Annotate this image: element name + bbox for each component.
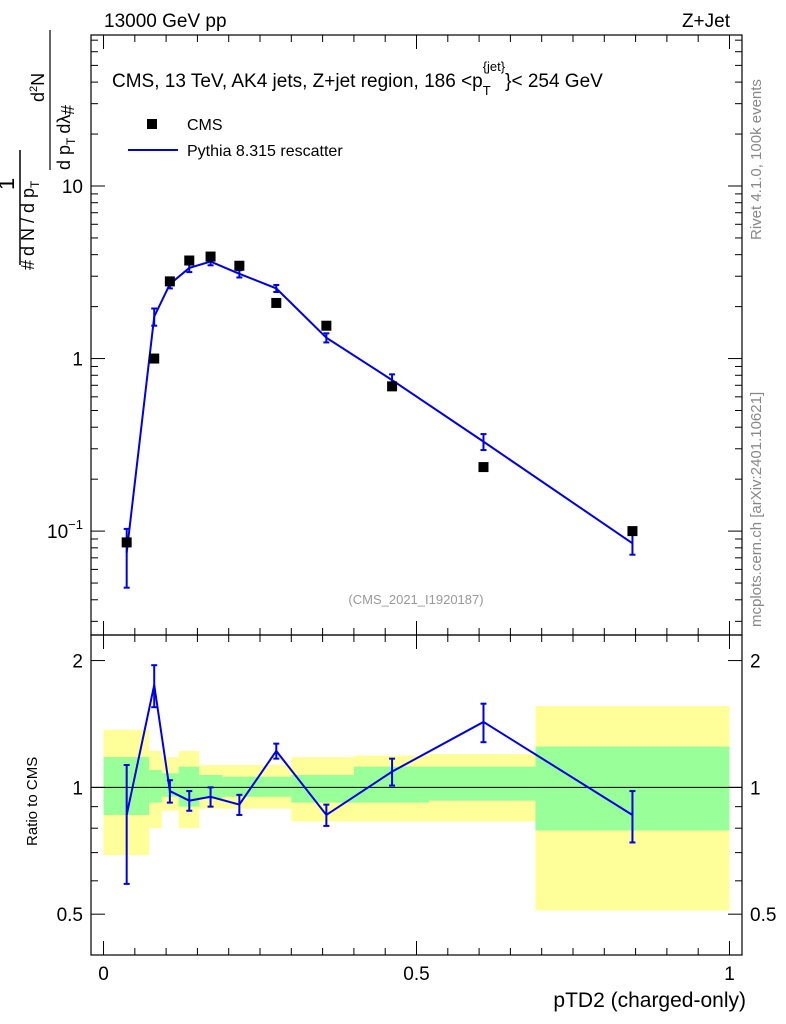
data-point [234,260,245,271]
main-y-tick-label: 10−1 [47,517,83,543]
ratio-y-tick-label-left: 0.5 [57,905,83,926]
main-y-tick-label: 10 [62,177,83,198]
energy-label: 13000 GeV pp [104,11,227,32]
data-point [387,381,398,392]
x-axis: 0 0.5 1 [98,35,735,985]
x-axis-label: pTD2 (charged-only) [553,989,746,1012]
ratio-band-1sigma [222,776,261,797]
x-tick-label: 0.5 [403,964,429,985]
mc-line [125,260,634,553]
data-point [478,462,489,473]
legend-label-mc: Pythia 8.315 rescatter [187,143,343,160]
ratio-y-tick-label-right: 1 [750,778,761,799]
main-y-axis: 10−1 1 10 [47,39,742,622]
title-suffix: }< 254 GeV [505,71,603,92]
ratio-bands [103,706,730,911]
x-tick-label: 1 [724,964,735,985]
legend-marker-data [147,119,157,129]
main-y-label: #d N / d pT [18,180,42,270]
ratio-band-1sigma [429,766,536,801]
title-prefix: CMS, 13 TeV, AK4 jets, Z+jet region, 186… [112,71,483,92]
main-series [121,251,638,589]
main-y-label-numerator: 1 [0,178,19,190]
data-point [205,251,216,262]
legend: CMS Pythia 8.315 rescatter [128,117,343,160]
main-y-label-denominator: d pTdλ [54,115,78,170]
ratio-y-tick-label-left: 2 [72,652,83,673]
ratio-y-tick-label-right: 2 [750,652,761,673]
data-point [321,320,332,331]
ratio-y-tick-label-left: 1 [72,778,83,799]
ratio-y-tick-label-right: 0.5 [750,905,776,926]
main-y-label-d2N: d2N [28,73,48,102]
ratio-series [123,664,636,885]
title-sub: T [483,83,491,98]
data-point [271,297,282,308]
legend-label-data: CMS [187,117,223,134]
data-point [164,276,175,287]
rivet-label: Rivet 4.1.0, 100k events [748,79,765,240]
x-tick-label: 0 [98,964,109,985]
main-y-tick-label: 1 [72,350,83,371]
data-point [184,255,195,266]
chart-title: CMS, 13 TeV, AK4 jets, Z+jet region, 186… [112,59,603,98]
analysis-id: (CMS_2021_I1920187) [348,592,483,607]
data-point [627,526,638,537]
ratio-band-1sigma [260,776,292,797]
ratio-band-1sigma [149,769,162,803]
mcplots-label: mcplots.cern.ch [arXiv:2401.10621] [748,392,765,627]
process-label: Z+Jet [682,11,731,32]
data-point [121,537,132,548]
data-point [149,353,160,364]
title-sup: {jet} [483,59,506,74]
main-y-label-dN: # [58,105,78,115]
ratio-band-1sigma [178,766,200,807]
ratio-band-1sigma [291,774,354,803]
ratio-y-axis: 0.5 0.5 1 1 2 2 [57,652,777,927]
ratio-y-label: Ratio to CMS [24,757,41,846]
